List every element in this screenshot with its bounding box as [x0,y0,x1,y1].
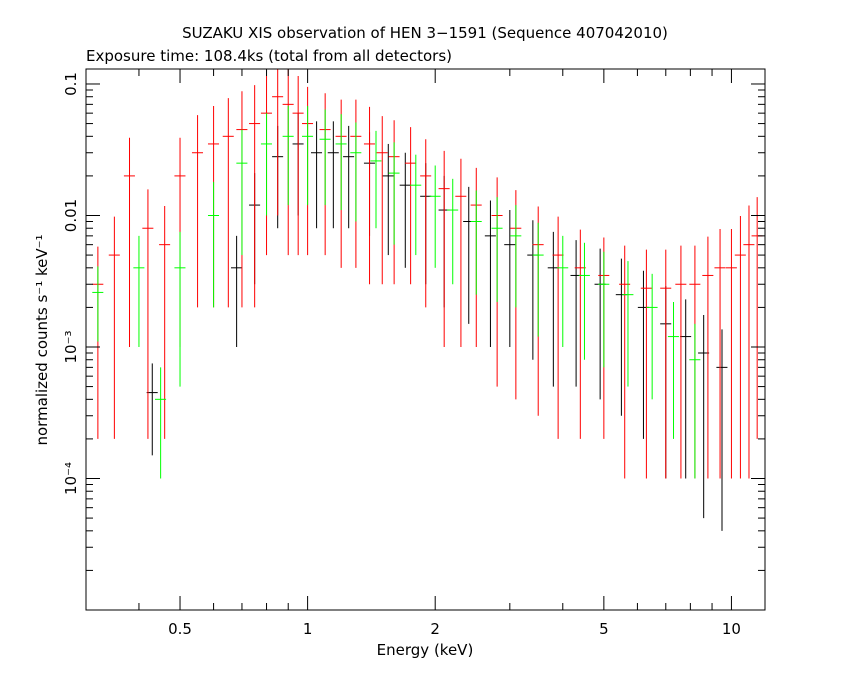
data-point [734,216,746,479]
x-tick-label: 1 [303,620,313,638]
data-point [108,216,120,439]
data-point [174,231,186,387]
data-point [429,165,441,268]
series-2 [92,106,701,479]
y-tick-label: 10⁻³ [62,330,80,363]
data-point [491,197,503,302]
data-point [388,142,400,245]
plot-frame [85,68,766,611]
data-point [399,152,411,268]
x-tick-label: 0.5 [168,620,192,638]
data-point [667,301,679,439]
data-point [159,206,171,439]
chart-subtitle: Exposure time: 108.4ks (total from all d… [86,47,452,65]
data-point [532,222,544,337]
data-point [92,266,104,342]
data-point [410,154,422,256]
series-0 [146,113,728,531]
y-tick-label: 0.1 [62,72,80,96]
data-point [637,270,649,439]
data-point [527,220,539,360]
data-point [133,235,145,347]
data-point [123,137,135,347]
data-point [292,76,304,256]
data-point [231,235,243,347]
data-point [191,115,204,308]
data-point [376,116,388,285]
data-point [207,181,220,308]
data-point [405,127,417,285]
x-tick-label: 10 [722,620,741,638]
data-point [619,245,631,479]
data-point [574,229,586,439]
data-point [470,190,482,295]
data-point [310,121,323,229]
data-point [598,251,610,368]
data-point [716,329,728,531]
y-axis-label: normalized counts s⁻¹ keV⁻¹ [33,234,51,445]
data-point [382,143,394,256]
data-point [714,228,726,479]
data-point [146,363,158,456]
data-point [552,216,564,439]
data-point [343,125,355,229]
data-point [155,367,167,479]
data-point [222,98,234,308]
data-point [725,228,737,479]
data-point [249,85,261,308]
y-tick-label: 0.01 [62,199,80,232]
data-point [743,205,755,479]
data-point [578,242,590,360]
data-point [646,273,658,400]
data-point [504,210,516,347]
data-point [702,236,714,479]
data-point [363,106,375,285]
data-point [751,197,763,439]
data-point [335,114,347,211]
data-point [319,109,331,206]
data-point [420,139,432,308]
data-point [484,200,496,347]
data-point [370,130,382,229]
data-point [350,122,362,222]
data-point [557,235,569,347]
x-tick-label: 2 [430,620,440,638]
y-tick-label: 10⁻⁴ [62,462,80,495]
data-point [282,106,294,206]
data-point [260,113,272,216]
chart-title: SUZAKU XIS observation of HEN 3−1591 (Se… [182,24,668,42]
data-point [640,249,652,479]
series-1 [92,69,766,479]
data-point [675,245,687,479]
x-tick-label: 5 [599,620,609,638]
data-point [272,69,284,216]
data-point [689,323,701,479]
data-point [680,299,692,479]
data-point [236,129,248,256]
data-layer [92,69,766,531]
data-point [547,231,559,387]
x-axis-label: Energy (keV) [377,641,474,659]
data-point [142,189,154,439]
data-point [698,315,710,519]
tick-layer: 0.5 1 2 5 10 10⁻⁴ 10⁻³ 0.01 0.1 [62,69,765,638]
data-point [438,150,450,347]
data-point [302,106,314,206]
data-point [660,249,672,479]
data-point [447,178,459,285]
data-point [622,261,634,387]
data-point [455,158,467,347]
data-point [327,121,339,229]
data-point [510,205,522,308]
data-point [463,186,475,324]
